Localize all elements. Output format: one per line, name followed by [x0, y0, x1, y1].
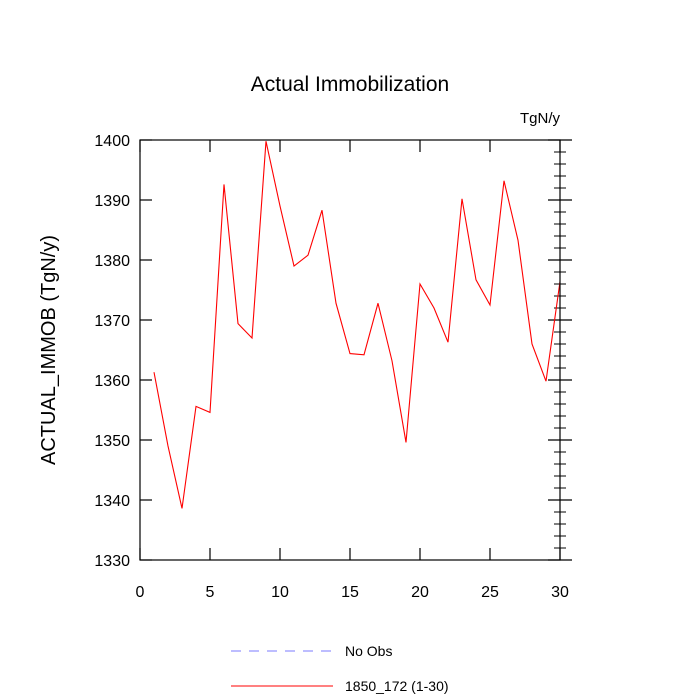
x-tick-label: 30: [551, 584, 569, 601]
axis-ticks: [139, 139, 572, 561]
data-point: [251, 337, 252, 338]
data-point: [531, 343, 532, 344]
data-point: [517, 240, 518, 241]
data-point: [503, 180, 504, 181]
data-point: [391, 360, 392, 361]
data-point: [209, 412, 210, 413]
x-tick-label: 15: [341, 584, 359, 601]
legend-label-series: 1850_172 (1-30): [345, 678, 449, 694]
data-point: [293, 265, 294, 266]
data-point: [195, 406, 196, 407]
data-point: [223, 184, 224, 185]
data-point: [433, 307, 434, 308]
data-point: [475, 279, 476, 280]
x-tick-label: 20: [411, 584, 429, 601]
units-label: TgN/y: [520, 110, 561, 127]
data-point: [307, 255, 308, 256]
data-point: [405, 442, 406, 443]
data-point: [335, 303, 336, 304]
data-point: [181, 508, 182, 509]
y-tick-label: 1380: [94, 253, 130, 270]
x-tick-labels: 0 5 10 15 20 25 30: [136, 584, 569, 601]
data-point: [349, 353, 350, 354]
data-point: [167, 445, 168, 446]
data-point: [363, 354, 364, 355]
plot-frame: [139, 139, 561, 561]
data-point: [265, 141, 266, 142]
x-tick-label: 10: [271, 584, 289, 601]
data-point: [279, 205, 280, 206]
x-tick-label: 0: [136, 584, 145, 601]
data-point: [153, 372, 154, 373]
series-line: [153, 141, 561, 509]
data-point: [545, 381, 546, 382]
y-tick-label: 1390: [94, 193, 130, 210]
y-axis-label: ACTUAL_IMMOB (TgN/y): [38, 235, 60, 465]
x-tick-label: 25: [481, 584, 499, 601]
y-tick-label: 1370: [94, 313, 130, 330]
y-tick-label: 1360: [94, 373, 130, 390]
legend-label-no-obs: No Obs: [345, 643, 392, 659]
data-point: [321, 210, 322, 211]
data-point: [237, 323, 238, 324]
data-point: [489, 304, 490, 305]
series-group: [153, 141, 561, 509]
y-tick-label: 1400: [94, 133, 130, 150]
data-point: [447, 342, 448, 343]
y-tick-labels: 1330 1340 1350 1360 1370 1380 1390 1400: [94, 133, 130, 570]
data-point: [419, 283, 420, 284]
x-tick-label: 5: [206, 584, 215, 601]
y-tick-label: 1330: [94, 553, 130, 570]
legend: No Obs 1850_172 (1-30): [231, 643, 449, 694]
data-point: [461, 198, 462, 199]
data-point: [377, 303, 378, 304]
chart-title: Actual Immobilization: [251, 73, 449, 96]
y-tick-label: 1350: [94, 433, 130, 450]
y-tick-label: 1340: [94, 493, 130, 510]
